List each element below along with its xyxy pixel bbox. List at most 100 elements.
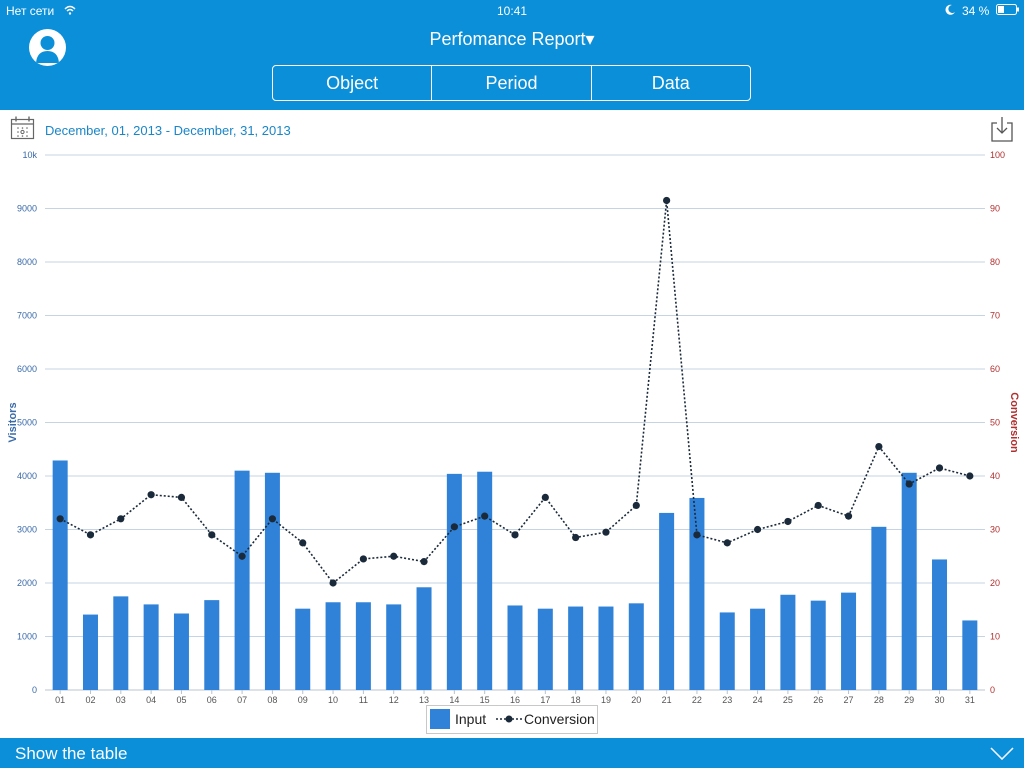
conversion-point [844,512,853,520]
battery-percent: 34 % [962,4,990,18]
conversion-point [602,528,610,536]
x-tick-label: 21 [662,695,672,705]
bar [659,512,675,690]
conversion-point [56,515,64,523]
x-tick-label: 06 [207,695,217,705]
date-range-row: December, 01, 2013 - December, 31, 2013 [0,115,1024,145]
y-right-tick-label: 10 [990,632,1000,642]
app-header: Нет сети 10:41 34 % Perfomance Report▾ O… [0,0,1024,110]
performance-chart: 010002000300040005000600070008000900010k… [7,150,1020,705]
bar [173,613,189,690]
x-tick-label: 08 [267,695,277,705]
x-tick-label: 09 [298,695,308,705]
conversion-point [299,539,307,547]
x-tick-label: 25 [783,695,793,705]
conversion-point [632,501,640,510]
bar [568,606,584,690]
chevron-down-icon: ▾ [585,29,595,49]
x-tick-label: 04 [146,695,156,705]
x-tick-label: 17 [540,695,550,705]
tab-data[interactable]: Data [651,73,690,93]
y-left-tick-label: 0 [32,685,37,695]
conversion-point [814,501,822,510]
bar [901,472,917,690]
y-left-tick-label: 6000 [17,364,37,374]
clock: 10:41 [496,4,528,18]
y-right-tick-label: 100 [990,150,1005,160]
y-left-tick-label: 10k [22,150,37,160]
conversion-line [59,200,971,585]
conversion-point [359,555,367,563]
show-table-label: Show the table [15,744,128,763]
x-tick-label: 28 [874,695,884,705]
y-left-tick-label: 3000 [17,525,37,535]
conversion-point [86,531,95,539]
moon-icon [945,4,955,15]
conversion-point [117,515,125,523]
conversion-point [268,515,277,523]
y-left-tick-label: 2000 [17,578,37,588]
tab-object[interactable]: Object [273,66,433,100]
x-tick-label: 10 [328,695,338,705]
x-tick-label: 15 [480,695,490,705]
bar [143,604,159,690]
y-right-tick-label: 0 [990,685,995,695]
bar [204,600,220,690]
x-tick-label: 29 [904,695,914,705]
chevron-down-icon [990,747,1014,760]
bar [780,594,796,690]
x-tick-label: 31 [965,695,975,705]
y-right-tick-label: 50 [990,418,1000,428]
bar [689,497,705,690]
conversion-point [208,531,216,539]
x-tick-label: 05 [176,695,186,705]
bar [446,473,462,690]
legend-label-conversion: Conversion [524,711,595,727]
bar [52,460,68,690]
download-icon[interactable] [990,116,1014,142]
conversion-point [450,523,458,531]
profile-avatar-button[interactable] [29,29,66,66]
bar [719,612,735,690]
show-table-bar[interactable]: Show the table [0,738,1024,768]
x-tick-label: 02 [85,695,95,705]
chart-legend: Input Conversion [426,705,598,734]
bar [537,608,553,690]
y-right-tick-label: 60 [990,364,1000,374]
bar [932,559,948,690]
bar [325,602,341,690]
conversion-point [177,493,186,501]
conversion-point [875,442,883,451]
legend-swatch-input [430,709,450,729]
bar [355,602,371,690]
bar [264,472,280,690]
conversion-point [420,558,428,566]
y-right-axis-label: Conversion [1008,392,1020,453]
calendar-icon[interactable] [10,115,35,140]
y-left-tick-label: 9000 [17,204,37,214]
conversion-point [693,531,701,539]
x-tick-label: 01 [55,695,65,705]
conversion-point [147,491,155,499]
date-range-text[interactable]: December, 01, 2013 - December, 31, 2013 [45,123,291,138]
y-right-tick-label: 80 [990,257,1000,267]
y-right-tick-label: 90 [990,204,1000,214]
bar [810,600,826,690]
conversion-point [784,517,792,526]
y-left-tick-label: 5000 [17,418,37,428]
conversion-point [238,552,246,560]
conversion-point [572,533,580,542]
x-tick-label: 30 [935,695,945,705]
report-title-dropdown[interactable]: Perfomance Report▾ [0,29,1024,50]
conversion-point [753,525,762,534]
x-tick-label: 14 [449,695,459,705]
conversion-point [966,472,974,480]
battery-icon [996,4,1019,15]
bar [871,526,887,690]
tab-period[interactable]: Period [432,66,592,100]
x-tick-label: 12 [389,695,399,705]
conversion-point [663,196,671,205]
x-tick-label: 27 [844,695,854,705]
x-tick-label: 20 [631,695,641,705]
legend-label-input: Input [455,711,487,727]
